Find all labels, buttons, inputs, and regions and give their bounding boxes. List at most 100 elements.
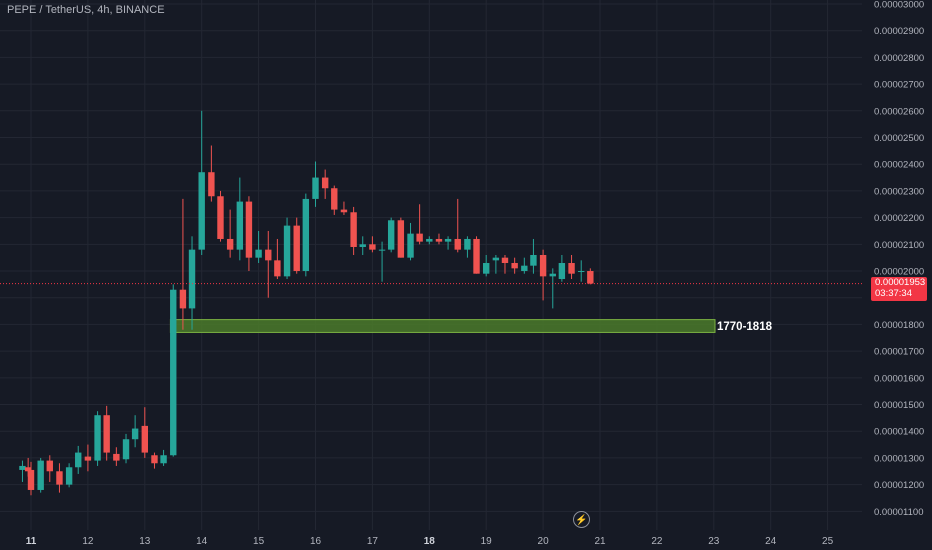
candle (170, 284, 177, 457)
y-tick-label: 0.00002500 (874, 133, 924, 144)
candle (103, 405, 110, 461)
candle-body (454, 238, 461, 250)
candle-body (378, 249, 386, 251)
candle (19, 460, 26, 482)
candle (464, 236, 471, 258)
candle (283, 217, 291, 280)
candle-body (37, 460, 44, 490)
y-tick-label: 0.00002800 (874, 53, 924, 64)
candle-body (539, 254, 547, 277)
candle (217, 190, 224, 242)
x-axis[interactable]: 11 12 13 14 15 16 17 18 19 20 21 22 23 24 25 (26, 536, 834, 547)
y-tick-label: 0.00002000 (874, 267, 924, 278)
candle-body (359, 244, 366, 247)
candle (160, 449, 167, 466)
y-tick-label: 0.00003000 (874, 0, 924, 11)
y-tick-label: 0.00001800 (874, 320, 924, 331)
candle (454, 198, 461, 253)
candle (293, 217, 300, 274)
candle (46, 455, 53, 482)
y-tick-label: 0.00001500 (874, 400, 924, 411)
candle-body (416, 233, 423, 242)
x-tick-label: 19 (481, 536, 493, 547)
candle (321, 169, 329, 199)
candle (521, 257, 528, 274)
candle (568, 254, 575, 280)
x-tick-label: 17 (367, 536, 379, 547)
y-axis[interactable]: 0.00001100 0.00001200 0.00001300 0.00001400… (874, 0, 924, 518)
y-tick-label: 0.00001100 (874, 507, 924, 518)
candle-body (521, 265, 528, 272)
candle (578, 260, 585, 282)
candle (350, 206, 357, 255)
candle (113, 447, 120, 466)
candle (501, 254, 509, 274)
candle (179, 198, 187, 330)
candle-body (511, 263, 518, 269)
candle (444, 236, 452, 250)
candle-body (170, 289, 177, 456)
support-zone-layer (169, 319, 716, 333)
candle-body (549, 273, 556, 277)
candle (426, 236, 433, 245)
y-tick-label: 0.00002100 (874, 240, 924, 251)
candle-body (321, 177, 329, 189)
candle (75, 445, 82, 474)
candle-body (122, 439, 130, 460)
candle (236, 177, 244, 261)
symbol-title: PEPE / TetherUS, 4h, BINANCE (7, 4, 165, 16)
candle-body (302, 198, 310, 272)
candle-body (151, 455, 158, 464)
candle-body (397, 220, 405, 258)
candle (122, 433, 130, 464)
candle (188, 236, 196, 330)
candle-body (464, 238, 471, 250)
candle (274, 238, 281, 280)
candle-body (208, 172, 215, 197)
candle-body (312, 177, 319, 199)
candle (56, 463, 63, 493)
candle (198, 110, 205, 255)
candle-body (293, 225, 300, 272)
x-tick-label: 16 (310, 536, 322, 547)
bolt-icon[interactable]: ⚡ (573, 511, 590, 528)
candle-body (331, 188, 338, 210)
y-tick-label: 0.00002200 (874, 213, 924, 224)
candle (226, 209, 234, 258)
candle-countdown: 03:37:34 (875, 288, 912, 299)
candle-body (94, 415, 101, 461)
y-tick-label: 0.00001600 (874, 373, 924, 384)
y-tick-label: 0.00002400 (874, 160, 924, 171)
candles-layer (19, 110, 594, 496)
x-tick-label: 24 (765, 536, 777, 547)
candle (245, 196, 253, 272)
y-tick-label: 0.00002900 (874, 26, 924, 37)
candle (340, 201, 348, 215)
x-tick-label: 15 (253, 536, 265, 547)
candle-body (198, 172, 205, 250)
candle (37, 457, 44, 493)
x-tick-label: 14 (196, 536, 208, 547)
candle (492, 254, 500, 274)
candle-body (217, 196, 224, 239)
candle (331, 185, 338, 215)
candle (587, 268, 594, 285)
candle-body (558, 263, 566, 280)
candle (84, 444, 92, 472)
grid-lines (0, 0, 862, 530)
candle-body (179, 289, 187, 309)
candle (255, 230, 262, 264)
candle-body (131, 428, 139, 440)
candle-body (587, 271, 594, 284)
candle (378, 241, 386, 282)
candle (94, 411, 101, 466)
candle-body (568, 263, 575, 274)
candle (530, 238, 537, 274)
candle-body (350, 212, 357, 247)
candle-body (46, 460, 53, 472)
candle-body (236, 201, 244, 250)
y-tick-label: 0.00001700 (874, 347, 924, 358)
candle (416, 204, 423, 245)
